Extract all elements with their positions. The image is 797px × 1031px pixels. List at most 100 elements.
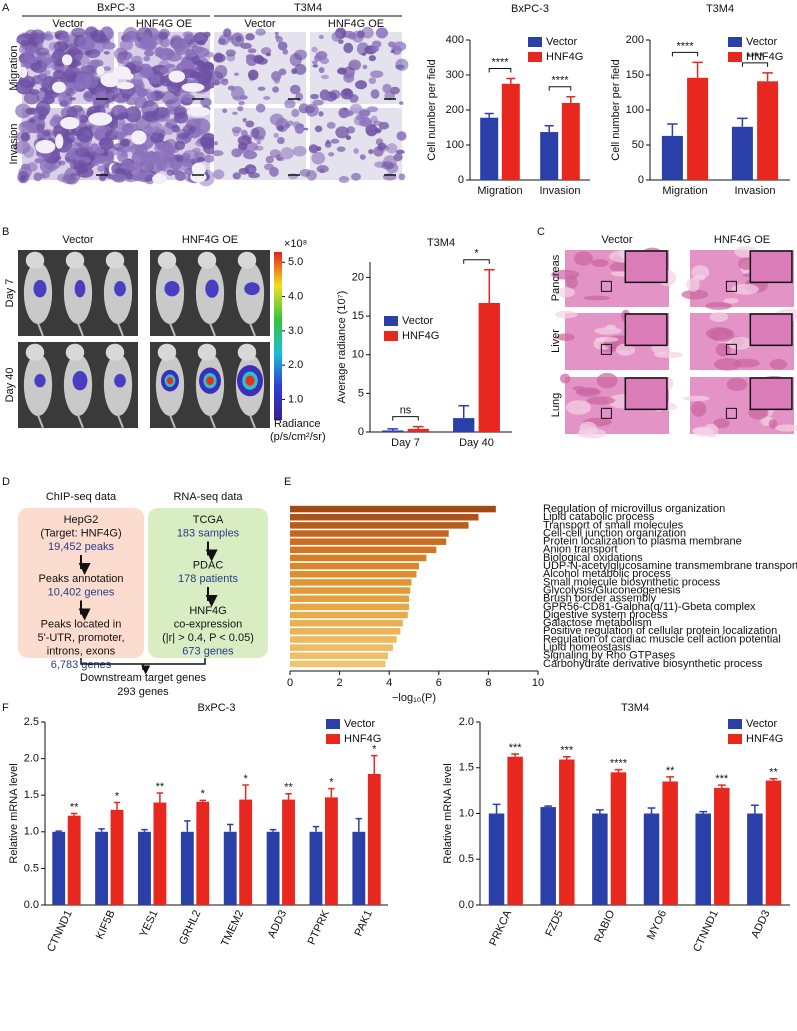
cell: [119, 58, 130, 65]
y-tick-label: 10: [352, 349, 364, 361]
step-label: (Target: HNF4G): [40, 527, 121, 539]
term-label: Cell-cell junction organization: [543, 527, 686, 539]
error-bar: [355, 817, 363, 832]
cell: [157, 47, 175, 61]
group-header: BxPC-3: [97, 2, 135, 14]
legend-swatch: [326, 734, 340, 744]
cell: [102, 41, 116, 50]
cell: [269, 166, 279, 177]
x-tick-label: Migration: [477, 185, 522, 197]
colorbar-label: (p/s/cm²/sr): [270, 431, 326, 443]
cell: [38, 173, 46, 179]
panel-label: A: [2, 2, 10, 14]
significance: *: [474, 248, 479, 260]
bar: [266, 831, 280, 905]
cell: [29, 107, 37, 114]
colorbar-tick-label: 1.0: [288, 393, 303, 405]
error-bar: [328, 787, 335, 798]
cell: [235, 35, 242, 42]
x-tick-label: KIF5B: [94, 908, 118, 941]
row-label: Liver: [550, 329, 562, 353]
bar: [352, 831, 366, 905]
cell: [361, 52, 366, 56]
cell: [242, 118, 247, 123]
cell: [231, 148, 243, 158]
cell: [331, 31, 342, 42]
signal: [244, 282, 260, 296]
tissue: [565, 275, 578, 289]
bar: [324, 797, 338, 905]
cell: [311, 46, 318, 53]
gap: [116, 81, 135, 90]
legend-swatch: [326, 719, 340, 729]
cell: [353, 148, 359, 154]
cell: [139, 68, 154, 79]
mouse-head: [65, 251, 85, 269]
significance: ***: [509, 742, 523, 754]
tissue: [728, 336, 752, 350]
mouse-tail: [209, 322, 216, 337]
error-bar: [544, 125, 554, 133]
legend-swatch: [528, 52, 542, 62]
significance: **: [70, 801, 79, 813]
y-tick-label: 15: [352, 310, 364, 322]
cell: [106, 153, 115, 163]
cell: [318, 67, 325, 74]
cell: [40, 58, 56, 69]
colorbar: [274, 252, 282, 420]
bar: [367, 773, 381, 905]
cell: [15, 103, 32, 119]
cell: [318, 111, 324, 117]
legend-label: HNF4G: [546, 51, 583, 63]
cell: [200, 133, 218, 150]
y-axis-label: Cell number per field: [426, 59, 438, 161]
cell: [158, 155, 175, 173]
column-header: Vector: [62, 234, 94, 246]
error-bar: [769, 777, 778, 781]
tissue: [586, 396, 616, 405]
cell: [347, 32, 357, 40]
cell: [161, 90, 179, 105]
signal: [34, 374, 46, 388]
legend-label: Vector: [546, 36, 578, 48]
cell: [130, 161, 144, 171]
cell: [314, 125, 323, 133]
y-tick-label: 0: [458, 174, 464, 186]
term-label: Alcohol metabolic process: [543, 568, 671, 580]
bar: [290, 513, 479, 521]
tissue: [583, 295, 611, 301]
source-title: RNA-seq data: [173, 491, 243, 503]
bar: [453, 418, 475, 432]
signal: [164, 280, 180, 297]
mouse-head: [105, 343, 125, 361]
cell: [312, 64, 319, 68]
x-tick-label: RABIO: [592, 908, 618, 944]
cell: [124, 88, 134, 96]
x-tick-label: GRHL2: [177, 908, 203, 946]
y-tick-label: 0.5: [459, 853, 474, 865]
term-label: Digestive system process: [543, 609, 668, 621]
cell: [143, 125, 154, 137]
cell: [174, 153, 184, 162]
error-bar: [156, 792, 164, 803]
row-label: Invasion: [8, 124, 20, 165]
significance: ****: [746, 51, 764, 63]
mouse-head: [157, 343, 177, 361]
error-bar: [387, 428, 399, 431]
cell: [326, 121, 336, 129]
cell: [271, 70, 282, 82]
inset: [749, 250, 793, 284]
cell: [232, 111, 238, 115]
cell: [305, 170, 317, 181]
cell: [196, 69, 213, 86]
cell: [171, 96, 182, 102]
column-header: HNF4G OE: [136, 18, 192, 30]
bar: [407, 428, 429, 432]
significance: **: [769, 767, 778, 779]
error-bar: [285, 792, 292, 800]
gap: [168, 70, 186, 83]
mouse-head: [105, 251, 125, 269]
cell: [171, 161, 189, 172]
cell: [275, 35, 283, 43]
cell: [277, 41, 288, 51]
